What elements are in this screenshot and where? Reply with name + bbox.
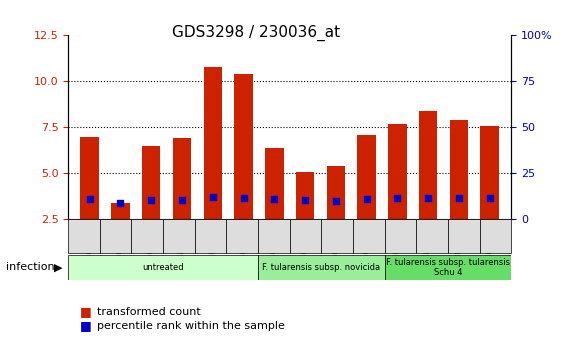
Text: transformed count: transformed count	[97, 307, 201, 316]
Point	[331, 198, 340, 204]
Bar	[265, 148, 283, 266]
Text: GDS3298 / 230036_at: GDS3298 / 230036_at	[172, 25, 340, 41]
Bar	[142, 146, 160, 266]
FancyBboxPatch shape	[163, 219, 195, 253]
Point	[208, 194, 218, 200]
FancyBboxPatch shape	[353, 219, 385, 253]
Text: ▶: ▶	[54, 262, 62, 272]
FancyBboxPatch shape	[479, 219, 511, 253]
Bar	[388, 124, 407, 266]
Text: ■: ■	[80, 319, 91, 332]
FancyBboxPatch shape	[195, 219, 227, 253]
Bar	[234, 74, 253, 266]
Text: F. tularensis subsp. novicida: F. tularensis subsp. novicida	[262, 263, 381, 272]
FancyBboxPatch shape	[68, 219, 100, 253]
Bar	[357, 135, 376, 266]
Bar	[81, 137, 99, 266]
FancyBboxPatch shape	[227, 219, 258, 253]
Bar	[450, 120, 468, 266]
Bar	[203, 67, 222, 266]
Bar	[296, 172, 314, 266]
Point	[147, 197, 156, 202]
Text: F. tularensis subsp. tularensis
Schu 4: F. tularensis subsp. tularensis Schu 4	[386, 258, 510, 277]
Bar	[481, 126, 499, 266]
Point	[362, 196, 371, 202]
Bar	[111, 203, 130, 266]
Point	[270, 196, 279, 202]
FancyBboxPatch shape	[131, 219, 163, 253]
FancyBboxPatch shape	[416, 219, 448, 253]
Point	[393, 195, 402, 201]
FancyBboxPatch shape	[100, 219, 131, 253]
Point	[454, 195, 463, 201]
Bar	[327, 166, 345, 266]
Point	[116, 201, 125, 206]
FancyBboxPatch shape	[385, 219, 416, 253]
FancyBboxPatch shape	[258, 255, 385, 280]
Text: ■: ■	[80, 305, 91, 318]
Text: infection: infection	[6, 262, 55, 272]
Point	[485, 196, 494, 201]
FancyBboxPatch shape	[385, 255, 511, 280]
Bar	[173, 138, 191, 266]
FancyBboxPatch shape	[68, 255, 258, 280]
Point	[177, 197, 186, 202]
Bar	[419, 111, 437, 266]
FancyBboxPatch shape	[258, 219, 290, 253]
Text: percentile rank within the sample: percentile rank within the sample	[97, 321, 285, 331]
Point	[424, 195, 433, 200]
FancyBboxPatch shape	[321, 219, 353, 253]
Point	[239, 195, 248, 200]
Text: untreated: untreated	[143, 263, 184, 272]
FancyBboxPatch shape	[448, 219, 479, 253]
FancyBboxPatch shape	[290, 219, 321, 253]
Point	[300, 198, 310, 203]
Point	[85, 196, 94, 202]
